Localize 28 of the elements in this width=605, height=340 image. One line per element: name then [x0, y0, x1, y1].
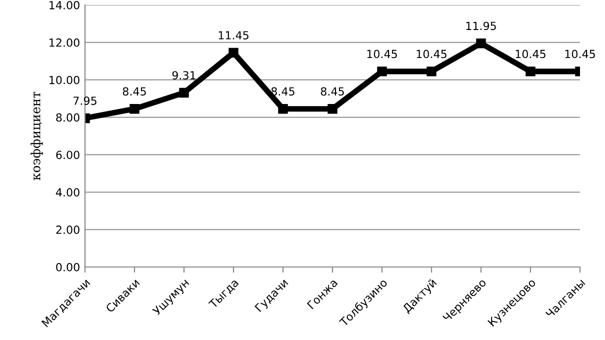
y-tick-label: 10.00 — [50, 76, 80, 84]
data-label: 9.31 — [172, 71, 196, 80]
point — [476, 38, 486, 48]
point — [130, 104, 140, 114]
point — [179, 88, 189, 98]
data-label: 8.45 — [122, 87, 146, 96]
y-tick-label: 4.00 — [56, 188, 80, 197]
y-tick-label: 0.00 — [56, 262, 80, 272]
y-tick-label: 8.00 — [56, 113, 80, 122]
data-label: 10.45 — [367, 50, 397, 58]
point — [228, 48, 238, 58]
point — [278, 104, 288, 114]
y-tick-label: 14.00 — [50, 0, 80, 10]
data-label: 10.45 — [416, 50, 446, 58]
y-tick-label: 6.00 — [56, 150, 80, 160]
data-label: 10.45 — [565, 50, 595, 58]
y-tick-label: 2.00 — [56, 226, 80, 234]
point — [526, 66, 536, 76]
data-label: 7.95 — [74, 96, 96, 105]
point — [328, 104, 338, 114]
data-label: 8.45 — [320, 87, 344, 96]
point — [426, 66, 436, 76]
y-tick-label: 12.00 — [50, 38, 80, 47]
data-label: 10.45 — [516, 50, 546, 58]
data-label: 11.95 — [466, 22, 496, 30]
data-label: 11.45 — [218, 31, 248, 40]
y-axis-title: коэффициент — [30, 92, 43, 180]
point — [377, 66, 387, 76]
